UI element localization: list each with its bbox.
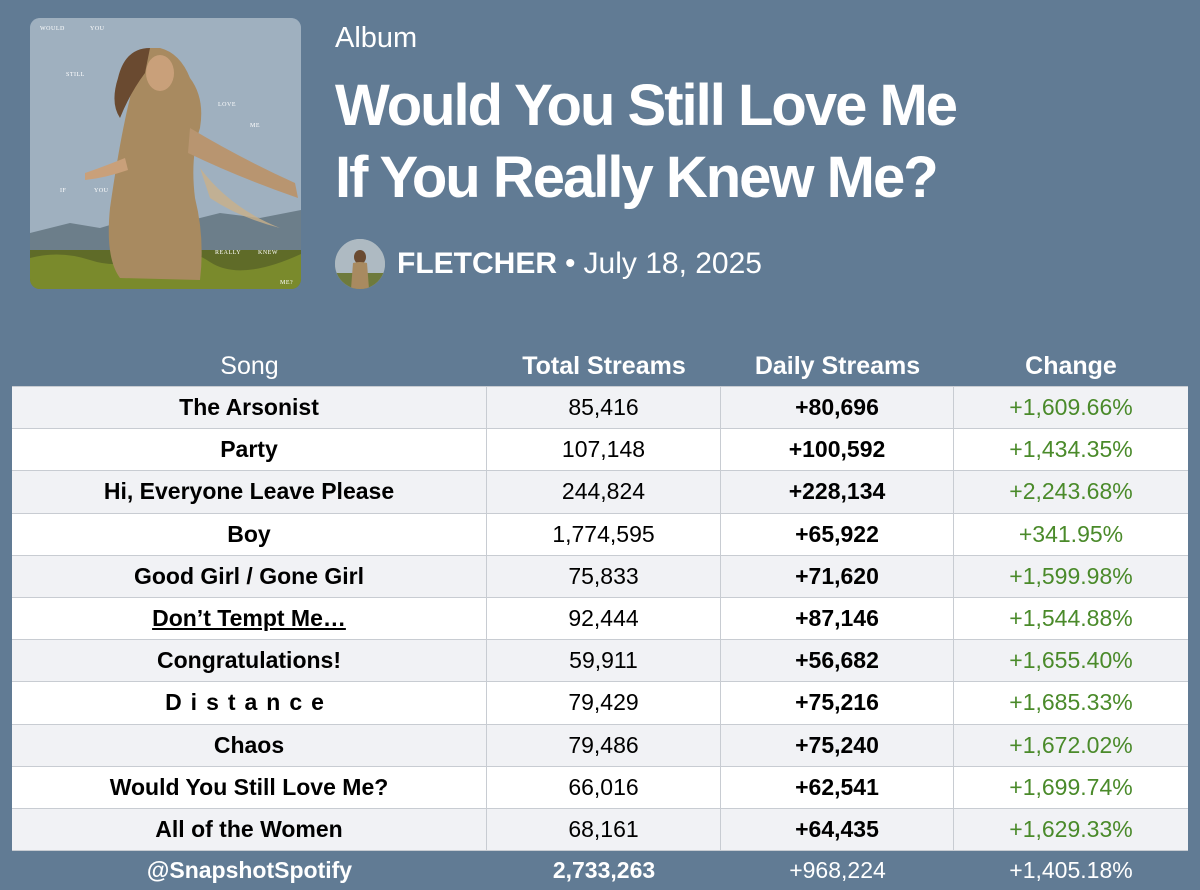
cover-word: KNEW [258, 250, 278, 256]
change-percent: +1,599.98% [1009, 562, 1133, 589]
total-streams: 75,833 [487, 555, 721, 597]
table-row: Party 107,148 +100,592 +1,434.35% [12, 429, 1188, 472]
cover-word: ME [250, 123, 260, 129]
change-percent: +1,685.33% [1009, 689, 1133, 716]
daily-streams: +75,216 [721, 682, 954, 724]
song-title: Chaos [12, 724, 487, 766]
change-percent: +1,655.40% [1009, 647, 1133, 674]
daily-streams: +80,696 [721, 387, 954, 429]
total-streams: 92,444 [487, 597, 721, 640]
change-percent: +1,544.88% [1009, 605, 1133, 632]
header-daily-streams: Daily Streams [754, 351, 921, 380]
table-row: Chaos 79,486 +75,240 +1,672.02% [12, 724, 1188, 767]
album-title: Would You Still Love Me If You Really Kn… [335, 70, 1195, 214]
footer-change: +1,405.18% [1009, 856, 1133, 883]
daily-streams: +56,682 [721, 640, 954, 682]
cover-word: STILL [66, 72, 85, 78]
change-percent: +2,243.68% [1009, 478, 1133, 505]
song-title: Would You Still Love Me? [12, 766, 487, 808]
song-title: Boy [12, 513, 487, 555]
change-percent: +341.95% [1018, 520, 1124, 547]
total-streams: 68,161 [487, 808, 721, 851]
change-percent: +1,629.33% [1009, 815, 1133, 842]
table-row: Good Girl / Gone Girl 75,833 +71,620 +1,… [12, 555, 1188, 598]
artist-name[interactable]: FLETCHER [397, 247, 557, 280]
song-title: All of the Women [12, 808, 487, 851]
table-row: Hi, Everyone Leave Please 244,824 +228,1… [12, 471, 1188, 514]
artist-avatar[interactable] [335, 239, 385, 289]
total-streams: 107,148 [487, 429, 721, 471]
change-percent: +1,434.35% [1009, 436, 1133, 463]
album-title-line1: Would You Still Love Me [335, 73, 958, 138]
song-title-cell: Don’t Tempt Me… [12, 597, 487, 640]
song-title: Distance [12, 682, 487, 724]
table-row: Congratulations! 59,911 +56,682 +1,655.4… [12, 640, 1188, 683]
daily-streams: +75,240 [721, 724, 954, 766]
cover-word: WOULD [40, 26, 65, 32]
total-streams: 1,774,595 [487, 513, 721, 555]
total-streams: 79,486 [487, 724, 721, 766]
cover-word: REALLY [215, 250, 242, 256]
daily-streams: +87,146 [721, 597, 954, 640]
daily-streams: +62,541 [721, 766, 954, 808]
footer-total-streams: 2,733,263 [552, 856, 656, 883]
daily-streams: +65,922 [721, 513, 954, 555]
total-streams: 85,416 [487, 387, 721, 429]
album-type-label: Album [335, 22, 418, 54]
song-title: Hi, Everyone Leave Please [12, 471, 487, 513]
source-handle: @SnapshotSpotify [146, 856, 353, 883]
daily-streams: +228,134 [721, 471, 954, 513]
streams-table: The Arsonist 85,416 +80,696 +1,609.66% P… [12, 386, 1188, 852]
album-cover: WOULD YOU STILL LOVE ME IF YOU REALLY KN… [30, 18, 301, 289]
release-date: July 18, 2025 [583, 247, 762, 280]
table-header: Song Total Streams Daily Streams Change [12, 346, 1188, 386]
song-title: Good Girl / Gone Girl [12, 555, 487, 597]
table-row: Would You Still Love Me? 66,016 +62,541 … [12, 766, 1188, 809]
header-total-streams: Total Streams [522, 351, 686, 380]
daily-streams: +64,435 [721, 808, 954, 851]
table-row: Don’t Tempt Me… 92,444 +87,146 +1,544.88… [12, 597, 1188, 641]
change-percent: +1,672.02% [1009, 731, 1133, 758]
table-row: Boy 1,774,595 +65,922 +341.95% [12, 513, 1188, 556]
footer-daily-streams: +968,224 [789, 856, 886, 883]
album-title-line2: If You Really Knew Me? [335, 145, 939, 210]
song-title: The Arsonist [12, 387, 487, 429]
song-title: Party [12, 429, 487, 471]
total-streams: 59,911 [487, 640, 721, 682]
song-title: Congratulations! [12, 640, 487, 682]
cover-word: ME? [280, 280, 294, 286]
album-cover-art [30, 18, 301, 289]
change-percent: +1,609.66% [1009, 394, 1133, 421]
avatar-image [335, 239, 385, 289]
total-streams: 66,016 [487, 766, 721, 808]
daily-streams: +100,592 [721, 429, 954, 471]
artist-row: FLETCHER • July 18, 2025 [335, 238, 762, 290]
daily-streams: +71,620 [721, 555, 954, 597]
song-title-link[interactable]: Don’t Tempt Me… [152, 605, 346, 632]
total-streams: 244,824 [487, 471, 721, 513]
table-row: The Arsonist 85,416 +80,696 +1,609.66% [12, 387, 1188, 430]
change-percent: +1,699.74% [1009, 773, 1133, 800]
cover-word: IF [60, 188, 67, 194]
cover-word: YOU [94, 188, 109, 194]
cover-word: YOU [90, 26, 105, 32]
table-footer: @SnapshotSpotify 2,733,263 +968,224 +1,4… [12, 850, 1188, 890]
table-row: All of the Women 68,161 +64,435 +1,629.3… [12, 808, 1188, 852]
table-row: Distance 79,429 +75,216 +1,685.33% [12, 682, 1188, 725]
artist-separator: • [565, 247, 576, 280]
header-change: Change [1025, 351, 1117, 380]
total-streams: 79,429 [487, 682, 721, 724]
cover-word: LOVE [218, 102, 236, 108]
header-song: Song [220, 351, 279, 380]
